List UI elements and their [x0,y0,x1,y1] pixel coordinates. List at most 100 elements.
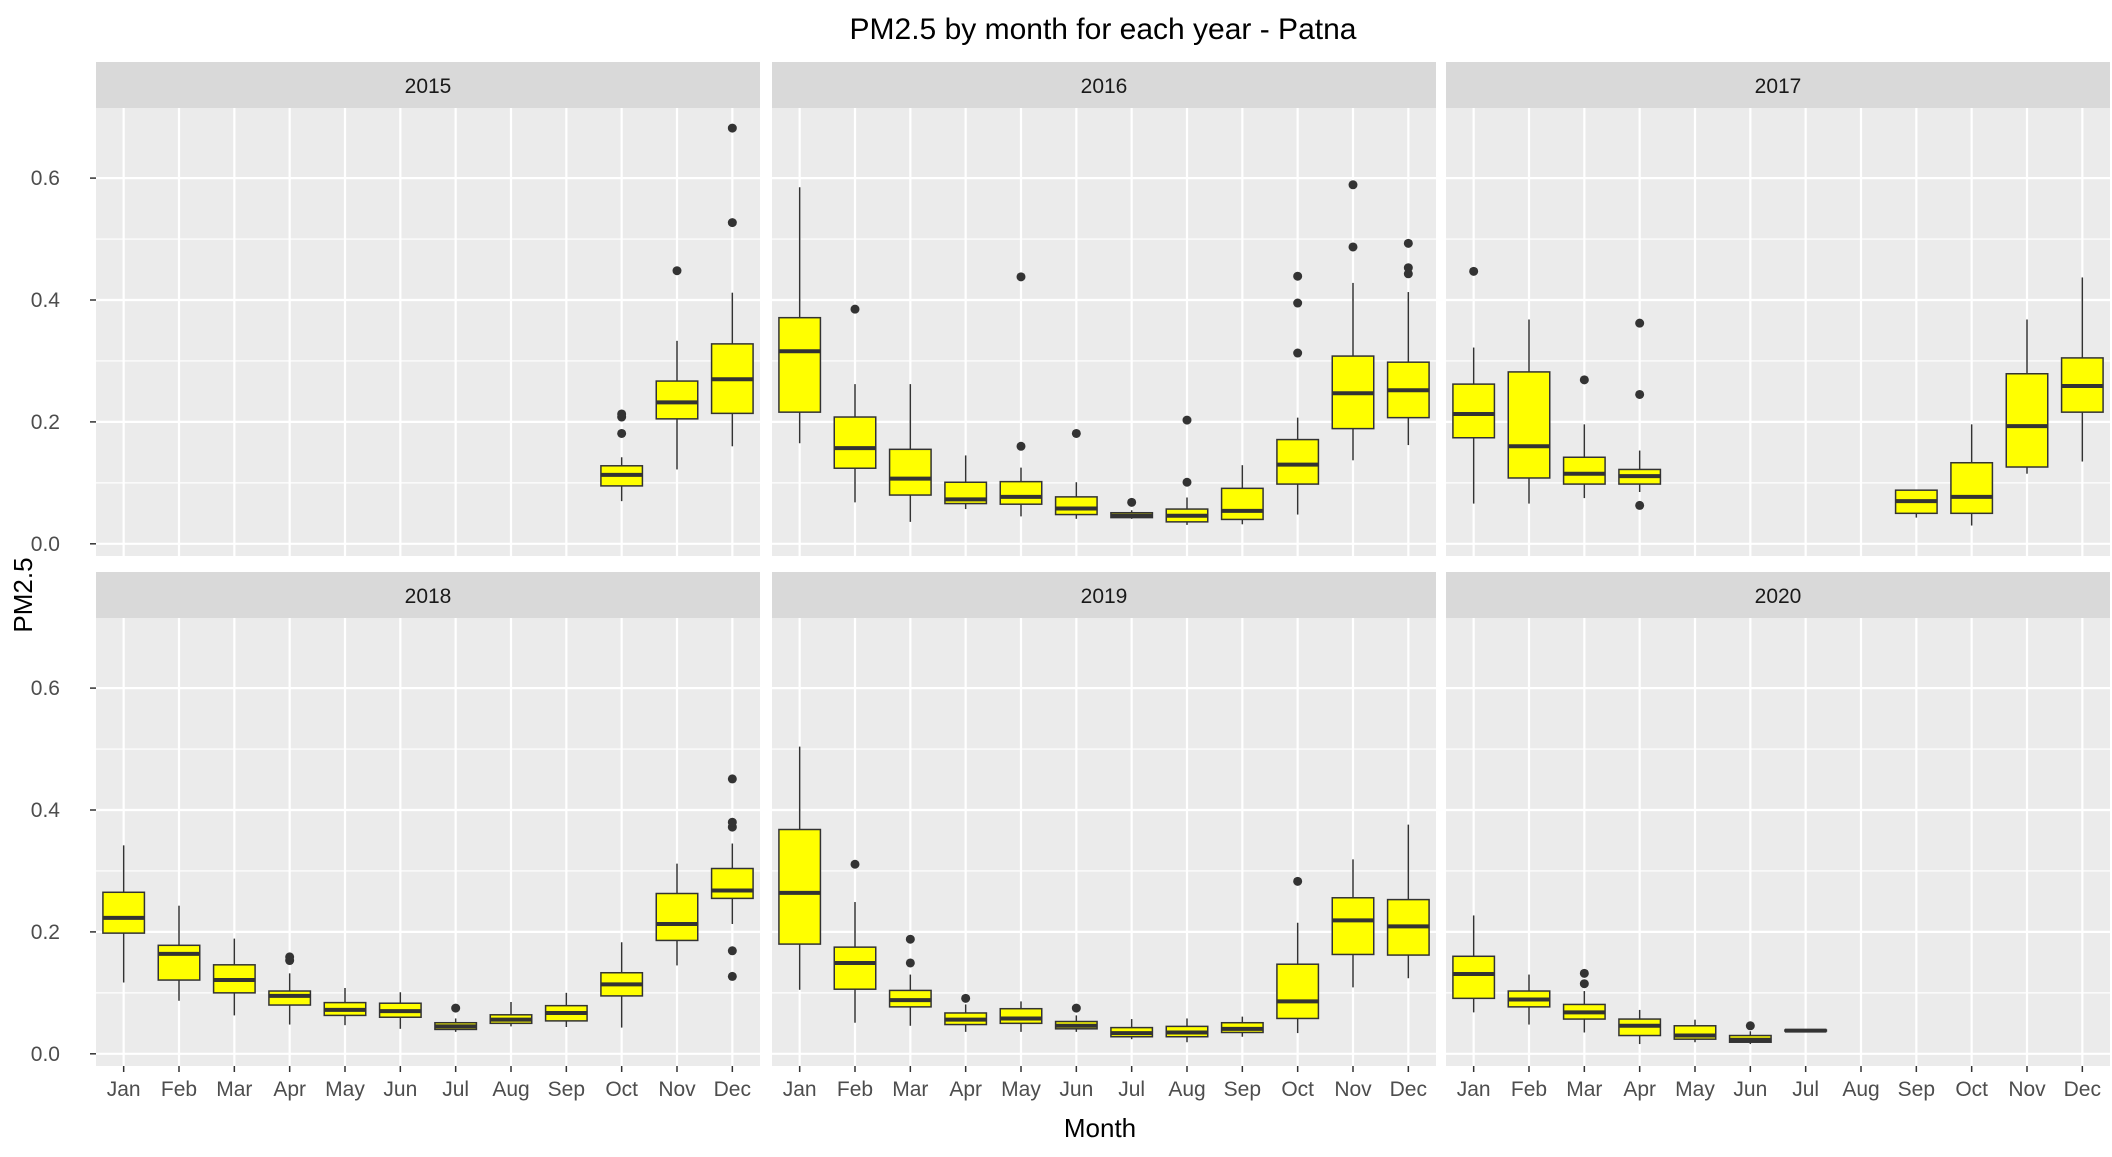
box-body [102,891,146,934]
box-body [1452,955,1496,1000]
x-tick-label: Feb [1511,1078,1547,1101]
chart-title: PM2.5 by month for each year - Patna [850,13,1357,46]
facet-strip-label: 2016 [1081,75,1128,98]
facet-strip [772,572,1436,618]
box-Nov [2005,319,2049,474]
facet-panel-2020: 2020 Jan Feb Mar Apr May Jun Jul Aug Sep Oct Nov Dec [1446,572,2110,1101]
box-Jul [1110,1019,1154,1040]
x-tick-label: Dec [714,1078,751,1101]
x-tick-label: Dec [1390,1078,1427,1101]
outlier-point [451,1003,461,1013]
outlier-point [1635,389,1645,399]
outlier-point [1348,180,1358,190]
x-tick-label: Jan [107,1078,141,1101]
x-tick-label: Feb [837,1078,873,1101]
box-Aug [1165,1018,1209,1043]
x-tick-label: Feb [161,1078,197,1101]
facet-strip [1446,62,2110,108]
outlier-point [1348,242,1358,252]
box-Dec [710,123,754,447]
box-Sep [544,992,588,1027]
x-tick-label: Oct [605,1078,638,1101]
box-Jun [1728,1021,1772,1045]
outlier-point [1016,272,1026,282]
box-Nov [1331,180,1375,461]
panel-background [772,618,1436,1066]
x-tick-label: Jun [1733,1078,1767,1101]
box-Apr [1618,318,1662,510]
box-Feb [157,905,201,1001]
x-tick-label: May [1675,1078,1715,1101]
x-tick-label: Apr [273,1078,306,1101]
y-tick-label: 0.4 [31,799,61,822]
y-tick-label: 0.2 [31,411,60,434]
x-tick-label: Jul [442,1078,469,1101]
x-tick-label: Aug [492,1078,529,1101]
box-Oct [1950,424,1994,526]
y-tick-label: 0.4 [31,289,61,312]
outlier-point [285,952,295,962]
box-Jan [778,187,822,444]
box-body [778,316,822,413]
box-body [833,416,877,469]
box-Jan [778,746,822,990]
facet-panels: 2015 0.0 0.2 0.4 0.6 2016 2017 2018 0.0 0.2 0.4 0.6… [31,62,2110,1101]
box-Feb [1507,319,1551,504]
box-Mar [1562,375,1606,499]
box-body [1507,371,1551,479]
box-body [1220,487,1264,521]
facet-strip-label: 2017 [1755,75,1802,98]
facet-panel-2019: 2019 Jan Feb Mar Apr May Jun Jul Aug Sep Oct Nov Dec [772,572,1436,1101]
box-body [888,448,932,496]
panel-background [96,618,760,1066]
box-body [157,944,201,981]
x-tick-label: Nov [2008,1078,2046,1101]
outlier-point [850,304,860,314]
box-Jun [1054,428,1098,519]
outlier-point [1579,979,1589,989]
facet-strip [96,62,760,108]
box-Aug [489,1002,533,1027]
outlier-point [1635,500,1645,510]
x-tick-label: Jan [783,1078,817,1101]
box-May [1673,1019,1717,1043]
outlier-point [1403,238,1413,248]
x-tick-label: Aug [1168,1078,1205,1101]
x-tick-label: Oct [1955,1078,1988,1101]
box-body [1950,461,1994,515]
box-body [1276,438,1320,485]
x-tick-label: Mar [892,1078,928,1101]
outlier-point [1579,375,1589,385]
outlier-point [617,409,627,419]
x-tick-label: Mar [216,1078,252,1101]
facet-panel-2015: 2015 0.0 0.2 0.4 0.6 [31,62,760,556]
x-tick-label: Jun [383,1078,417,1101]
box-Apr [944,993,988,1032]
box-body [833,946,877,990]
box-Mar [888,384,932,522]
box-body [655,380,699,420]
box-body [1562,456,1606,485]
box-Oct [600,942,644,1028]
x-tick-label: Sep [1898,1078,1935,1101]
box-Dec [1386,824,1430,979]
x-tick-label: Jan [1457,1078,1491,1101]
outlier-point [617,428,627,438]
x-tick-label: Sep [548,1078,585,1101]
box-Apr [1618,1009,1662,1045]
box-body [1054,496,1098,516]
box-body [778,828,822,945]
box-Mar [1562,968,1606,1033]
facet-strip-label: 2015 [405,75,452,98]
y-tick-label: 0.6 [31,677,60,700]
box-body [710,867,754,900]
box-body [1452,383,1496,439]
box-May [323,987,367,1026]
outlier-point [1293,298,1303,308]
box-Jun [378,992,422,1029]
box-Jul [434,1003,478,1032]
outlier-point [1016,441,1026,451]
outlier-point [1745,1021,1755,1031]
box-Jan [102,845,146,983]
